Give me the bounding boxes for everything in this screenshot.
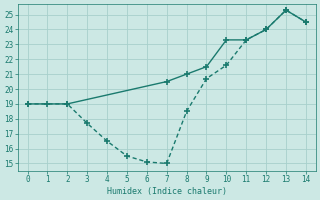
X-axis label: Humidex (Indice chaleur): Humidex (Indice chaleur) [107,187,227,196]
